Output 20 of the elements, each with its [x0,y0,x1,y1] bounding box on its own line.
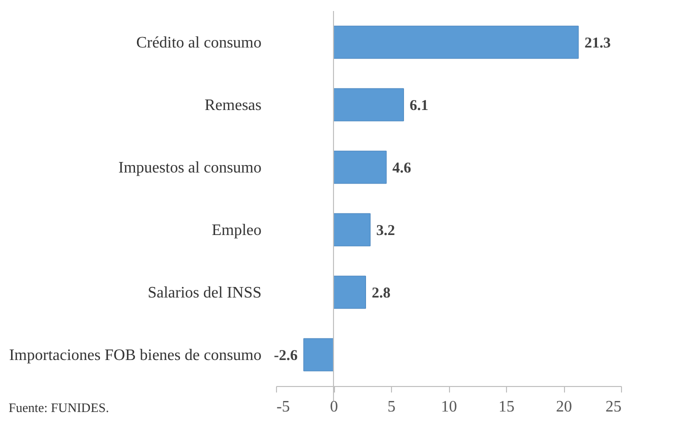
y-tick-label: Impuestos al consumo [118,159,262,176]
y-tick-label: Salarios del INSS [148,284,262,302]
data-label: 21.3 [584,35,611,52]
x-tick-label: 25 [606,398,622,416]
data-label: -2.6 [274,348,298,364]
y-tick-label: Importaciones FOB bienes de consumo [9,346,262,364]
x-tick-label: -5 [276,398,290,416]
y-tick-label: Remesas [204,96,262,114]
x-tick-label: 0 [330,398,338,416]
data-label: 3.2 [376,222,396,239]
x-tick-label: 15 [498,398,514,416]
y-tick-label: Crédito al consumo [136,34,262,52]
x-tick-label: 10 [441,398,457,416]
source-note: Fuente: FUNIDES. [8,400,109,415]
y-tick-label: Empleo [212,222,262,239]
x-tick-label: 5 [388,398,396,416]
x-tick-label: 20 [556,398,572,416]
data-label: 2.8 [372,285,390,302]
data-label: 4.6 [392,160,412,176]
data-label: 6.1 [410,98,428,114]
